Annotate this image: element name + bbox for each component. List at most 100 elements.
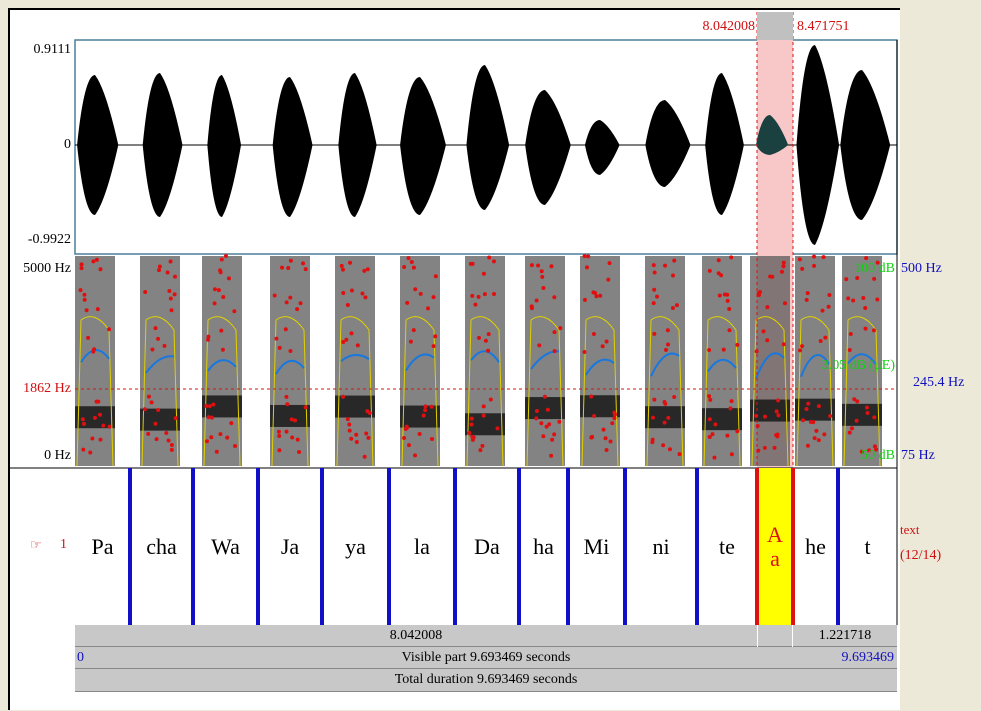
formant-dot: [582, 350, 586, 354]
formant-dot: [609, 440, 613, 444]
formant-dot: [407, 443, 411, 447]
pitch-bottom: 75 Hz: [901, 448, 935, 464]
formant-dot: [173, 292, 177, 296]
formant-dot: [274, 337, 278, 341]
interval-text[interactable]: ya: [322, 468, 389, 625]
formant-dot: [487, 332, 491, 336]
formant-dot: [798, 257, 802, 261]
selection-start-bar[interactable]: 8.042008: [75, 625, 757, 647]
formant-dot: [430, 437, 434, 441]
formant-dot: [213, 301, 217, 305]
formant-dot: [652, 398, 656, 402]
formant-dot: [107, 327, 111, 331]
interval-text[interactable]: he: [793, 468, 838, 625]
formant-dot: [405, 426, 409, 430]
total-bar[interactable]: Total duration 9.693469 seconds: [75, 669, 897, 692]
formant-dot: [150, 348, 154, 352]
interval-text[interactable]: t: [838, 468, 897, 625]
formant-dot: [146, 432, 150, 436]
formant-dot: [96, 307, 100, 311]
formant-dot: [224, 254, 228, 258]
formant-dot: [419, 292, 423, 296]
selection-bar[interactable]: [758, 625, 792, 647]
formant-dot: [537, 343, 541, 347]
formant-dot: [863, 327, 867, 331]
formant-dot: [850, 426, 854, 430]
formant-dot: [482, 414, 486, 418]
formant-dot: [765, 305, 769, 309]
formant-dot: [782, 342, 786, 346]
formant-dot: [671, 306, 675, 310]
formant-dot: [781, 264, 785, 268]
freq-cursor: 1862 Hz: [23, 381, 71, 397]
formant-dot: [817, 438, 821, 442]
formant-dot: [546, 408, 550, 412]
formant-dot: [718, 293, 722, 297]
formant-dot: [735, 429, 739, 433]
formant-dot: [467, 431, 471, 435]
formant-dot: [215, 450, 219, 454]
formant-dot: [735, 343, 739, 347]
interval-text[interactable]: te: [697, 468, 757, 625]
formant-dot: [210, 416, 214, 420]
page: TextGrid editor {"selection": {"start": …: [0, 0, 981, 711]
formant-dot: [598, 294, 602, 298]
interval-text[interactable]: Mi: [568, 468, 625, 625]
formant-dot: [800, 344, 804, 348]
interval-text[interactable]: A a: [757, 468, 793, 625]
selection-handle[interactable]: [757, 12, 793, 40]
formant-dot: [340, 264, 344, 268]
interval-text[interactable]: ni: [625, 468, 697, 625]
selection-duration-bar[interactable]: 1.221718: [793, 625, 897, 647]
formant-dot: [851, 299, 855, 303]
spectrogram-formant: [525, 397, 565, 419]
formant-dot: [174, 416, 178, 420]
formant-dot: [798, 348, 802, 352]
formant-dot: [289, 259, 293, 263]
formant-dot: [492, 292, 496, 296]
interval-text[interactable]: Ja: [258, 468, 322, 625]
spectrogram-column: [645, 256, 685, 466]
formant-dot: [805, 298, 809, 302]
formant-dot: [547, 422, 551, 426]
formant-dot: [426, 306, 430, 310]
formant-dot: [167, 289, 171, 293]
formant-dot: [592, 332, 596, 336]
spectrogram-column: [702, 256, 742, 466]
formant-dot: [211, 403, 215, 407]
formant-dot: [543, 395, 547, 399]
formant-dot: [81, 417, 85, 421]
formant-dot: [101, 424, 105, 428]
visible-bar[interactable]: Visible part 9.693469 seconds: [75, 647, 897, 669]
formant-dot: [652, 263, 656, 267]
formant-dot: [143, 407, 147, 411]
pitch-value: 245.4 Hz: [913, 375, 964, 391]
interval-text[interactable]: Da: [455, 468, 519, 625]
interval-text[interactable]: cha: [130, 468, 193, 625]
formant-dot: [341, 340, 345, 344]
formant-dot: [861, 296, 865, 300]
formant-dot: [229, 421, 233, 425]
formant-dot: [717, 258, 721, 262]
formant-dot: [872, 328, 876, 332]
formant-dot: [768, 275, 772, 279]
formant-dot: [363, 295, 367, 299]
formant-dot: [418, 432, 422, 436]
visible-start: 0: [77, 650, 84, 666]
formant-dot: [757, 293, 761, 297]
interval-text[interactable]: la: [389, 468, 455, 625]
formant-dot: [301, 261, 305, 265]
formant-dot: [150, 400, 154, 404]
formant-dot: [170, 448, 174, 452]
formant-dot: [662, 400, 666, 404]
interval-text[interactable]: Wa: [193, 468, 258, 625]
formant-dot: [155, 437, 159, 441]
visible-end: 9.693469: [842, 650, 895, 666]
formant-dot: [668, 447, 672, 451]
formant-dot: [822, 255, 826, 259]
formant-dot: [285, 430, 289, 434]
interval-text[interactable]: Pa: [75, 468, 130, 625]
formant-dot: [473, 303, 477, 307]
formant-dot: [304, 267, 308, 271]
interval-text[interactable]: ha: [519, 468, 568, 625]
